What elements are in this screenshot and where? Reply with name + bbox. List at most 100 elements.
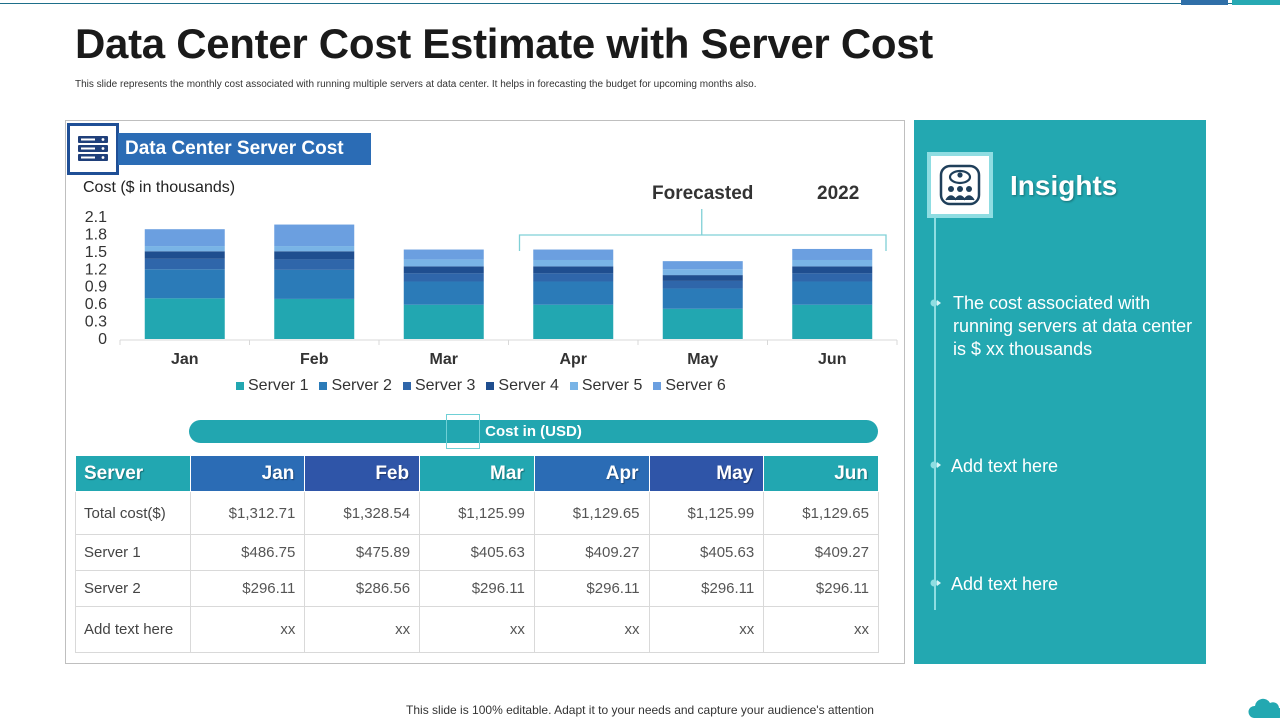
- table-header-cell: May: [648, 455, 765, 492]
- table-cell: Server 2: [75, 570, 191, 607]
- bar-segment: [533, 304, 614, 339]
- table-cell: xx: [648, 606, 765, 653]
- insights-timeline: [934, 218, 936, 610]
- bar-segment: [662, 280, 743, 289]
- y-tick-label: 0.6: [85, 296, 107, 313]
- y-tick-label: 0.9: [85, 279, 107, 296]
- table-cell: Total cost($): [75, 491, 191, 535]
- y-tick-label: 2.1: [85, 209, 107, 226]
- bar-segment: [403, 273, 484, 282]
- table-cell: $1,328.54: [304, 491, 421, 535]
- table-row: Add text here xx xx xx xx xx xx: [75, 606, 879, 653]
- bar-segment: [144, 251, 225, 259]
- server-rack-icon: [67, 123, 119, 175]
- y-tick-label: 0: [98, 331, 107, 348]
- bar-segment: [144, 229, 225, 247]
- bar-segment: [403, 266, 484, 274]
- table-header-cell: Mar: [419, 455, 535, 492]
- insights-title: Insights: [1010, 170, 1118, 201]
- table-cell: $409.27: [763, 534, 879, 571]
- bar-segment: [274, 259, 355, 270]
- bar-segment: [403, 259, 484, 267]
- bar-segment: [403, 281, 484, 305]
- table-header-cell: Jan: [189, 455, 306, 492]
- legend-label: Server 2: [331, 377, 392, 394]
- table-cell: $1,125.99: [419, 491, 535, 535]
- bar-segment: [144, 246, 225, 252]
- table-cell: $296.11: [763, 570, 879, 607]
- bar-segment: [533, 281, 614, 305]
- page-subtitle: This slide represents the monthly cost a…: [75, 79, 757, 90]
- bar-segment: [274, 298, 355, 339]
- bar-segment: [533, 266, 614, 274]
- top-rule: [0, 3, 1280, 4]
- insight-item: Add text here: [951, 456, 1059, 476]
- bar-segment: [144, 298, 225, 339]
- team-meeting-icon: [927, 152, 993, 218]
- bar-segment: [662, 288, 743, 309]
- table-cell: xx: [304, 606, 421, 653]
- cost-table: Server Jan Feb Mar Apr May Jun Total cost($) $1…: [75, 455, 879, 653]
- bar-segment: [792, 273, 873, 282]
- cloud-icon: [1248, 698, 1280, 718]
- table-cell: $409.27: [533, 534, 650, 571]
- bar-segment: [274, 224, 355, 247]
- table-row: Server 1 $486.75 $475.89 $405.63 $409.27 $405…: [75, 534, 879, 571]
- insight-item: Add text here: [951, 574, 1059, 594]
- table-cell: $1,129.65: [763, 491, 879, 535]
- table-cell: Server 1: [75, 534, 191, 571]
- legend-label: Server 6: [665, 377, 726, 394]
- table-header-cell: Server: [75, 455, 191, 492]
- table-header-cell: Feb: [304, 455, 421, 492]
- legend-swatch: [236, 382, 244, 390]
- table-cell: $1,125.99: [648, 491, 765, 535]
- table-cell: $486.75: [189, 534, 306, 571]
- legend-item: Server 1: [236, 377, 308, 395]
- bar-segment: [662, 308, 743, 339]
- table-header-cell: Jun: [763, 455, 879, 492]
- legend-item: Server 3: [402, 377, 475, 395]
- page-title: Data Center Cost Estimate with Server Co…: [75, 20, 933, 67]
- bar-segment: [792, 266, 873, 274]
- bar-segment: [792, 248, 873, 260]
- bar-segment: [662, 275, 743, 281]
- forecast-label: Forecasted: [652, 183, 754, 204]
- table-header-row: Server Jan Feb Mar Apr May Jun: [75, 455, 879, 492]
- x-tick-label: Feb: [300, 351, 329, 368]
- y-tick-label: 1.2: [85, 261, 107, 278]
- table-cell: $475.89: [304, 534, 421, 571]
- y-tick-label: 1.5: [85, 244, 107, 261]
- legend-item: Server 5: [569, 377, 643, 395]
- chart-legend: Server 1 Server 2 Server 3 Server 4 Server 5…: [236, 377, 737, 395]
- table-header-cell: Apr: [533, 455, 650, 492]
- bar-segment: [274, 251, 355, 260]
- forecast-bracket: [518, 209, 887, 251]
- bar-segment: [144, 269, 225, 299]
- top-accent-tab: [1181, 0, 1228, 5]
- table-cell: $405.63: [648, 534, 765, 571]
- bar-segment: [792, 281, 873, 305]
- bar-segment: [274, 246, 355, 252]
- legend-swatch: [486, 382, 495, 390]
- table-cell: xx: [189, 606, 306, 653]
- legend-swatch: [569, 382, 578, 390]
- bullet-arrow-icon: [930, 461, 941, 469]
- x-tick-label: Jun: [818, 351, 846, 368]
- table-cell: $296.11: [189, 570, 306, 607]
- chart-panel-title: Data Center Server Cost: [118, 133, 371, 165]
- y-axis-label: Cost ($ in thousands): [83, 179, 236, 196]
- top-accent-tab: [1232, 0, 1280, 5]
- bar-segment: [662, 261, 743, 270]
- footer-note: This slide is 100% editable. Adapt it to…: [406, 703, 874, 717]
- cost-pill: Cost in (USD): [189, 420, 878, 443]
- bar-segment: [792, 304, 873, 339]
- legend-swatch: [653, 382, 662, 390]
- legend-label: Server 5: [581, 377, 643, 394]
- table-cell: $1,312.71: [189, 491, 306, 535]
- y-tick-label: 0.3: [85, 314, 107, 331]
- table-row: Server 2 $296.11 $286.56 $296.11 $296.11 $296…: [75, 570, 879, 607]
- table-cell: xx: [763, 606, 879, 653]
- table-cell: $405.63: [419, 534, 535, 571]
- table-cell: $296.11: [419, 570, 535, 607]
